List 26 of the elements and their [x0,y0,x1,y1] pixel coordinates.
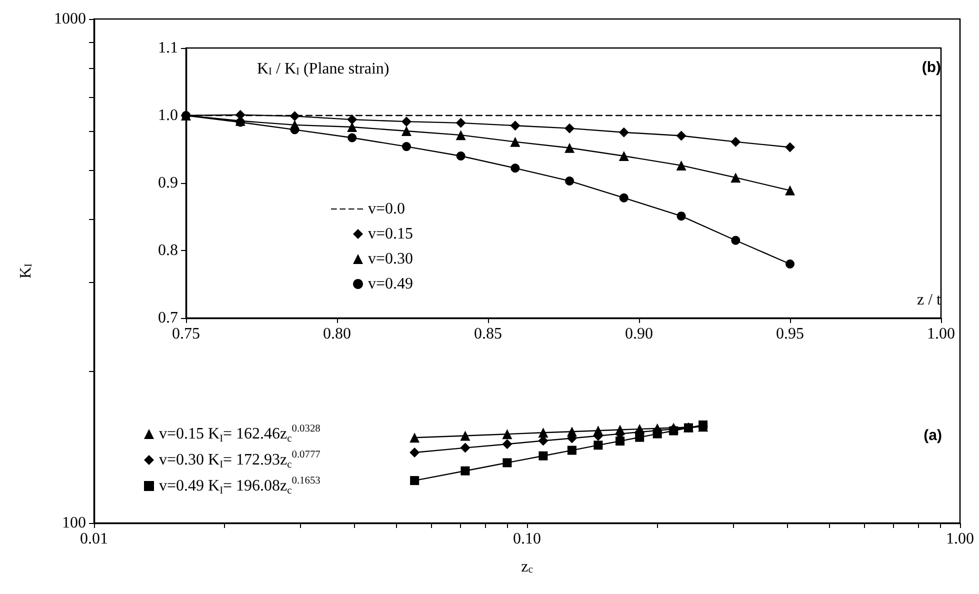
annotation: (a) [924,427,942,444]
y-tick-label: 1.1 [158,40,178,56]
x-tick-label: 0.90 [625,326,653,342]
x-tick-label: 0.95 [776,326,804,342]
x-tick-label: 0.01 [80,530,108,548]
legend-label: v=0.0 [368,200,406,218]
y-tick-label: 100 [62,514,86,532]
legend-label: v=0.30 [368,250,414,268]
x-tick-label: 0.10 [513,530,541,548]
y-tick-label: 1.0 [158,107,178,124]
y-tick-label: 0.8 [158,242,178,259]
legend-label: v=0.49 [368,276,414,292]
y-tick-label: 0.7 [158,310,178,326]
x-tick-label: 0.85 [474,326,502,342]
annotation: (b) [922,59,942,76]
legend-label: v=0.15 [368,226,414,242]
x-tick-label: 0.80 [323,326,351,342]
x-axis-title: z / t [917,292,942,308]
y-tick-label: 1000 [54,10,86,28]
x-axis-title: zc [521,558,534,576]
text: KI / KI (Plane strain) [257,60,390,78]
x-tick-label: 0.75 [172,326,200,342]
x-tick-label: 1.00 [946,530,974,548]
y-axis-title: KI [18,262,34,279]
x-tick-label: 1.00 [927,326,955,342]
y-tick-label: 0.9 [158,174,178,192]
